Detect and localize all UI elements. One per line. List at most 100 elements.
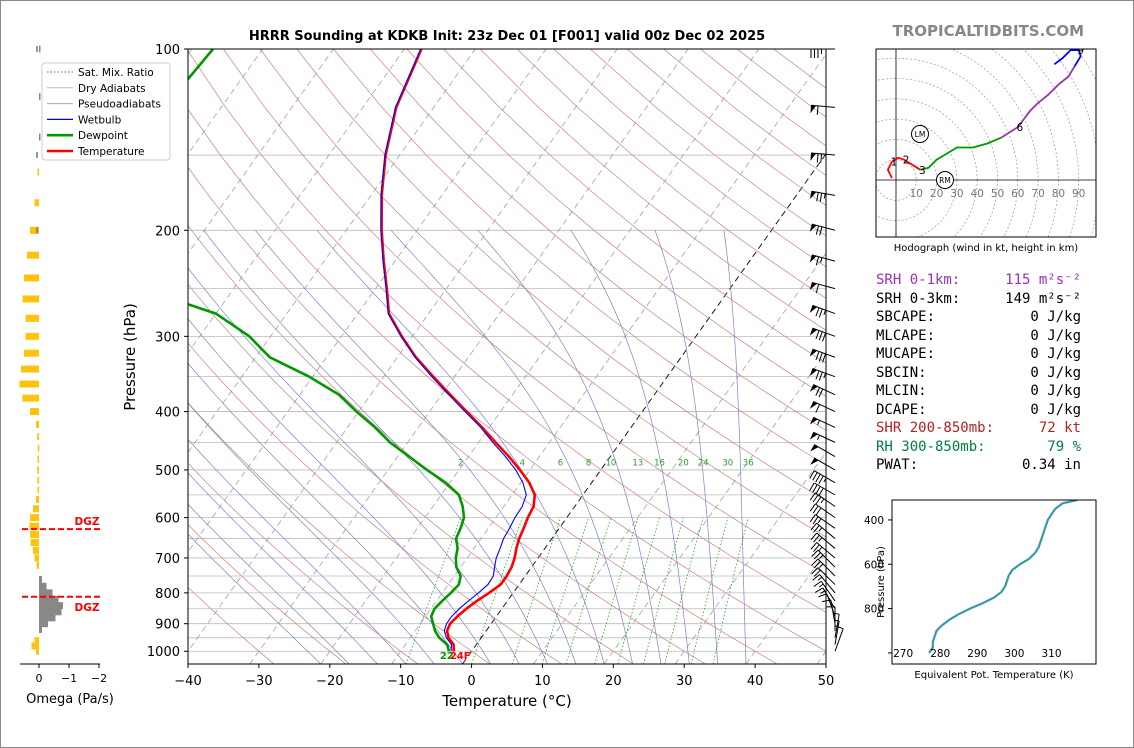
wind-barb [818,593,836,617]
moist-adiabat [255,230,577,664]
wind-barb [821,599,836,624]
stat-value: 0 J/kg [1030,327,1081,344]
barb-flag [809,305,818,313]
barb-full [811,549,819,557]
barb-staff [812,304,836,315]
x-tick-label: 20 [605,674,622,689]
legend-label: Dry Adiabats [78,83,146,95]
legend-label: Dewpoint [78,130,128,142]
barb-full [816,153,819,163]
omega-bar [37,168,39,176]
watermark: TROPICALTIDBITS.COM [892,22,1085,40]
wind-barb [811,558,836,577]
barb-half [820,590,825,594]
surface-dewpoint-label: 22 [440,651,454,662]
legend-box [41,62,171,161]
barb-half [823,373,827,379]
wind-barb [809,482,836,497]
surface-temp-label: 24F [450,651,471,662]
wind-barb [834,619,840,645]
x-tick-label: 0 [467,674,475,689]
barb-full [809,514,816,523]
barb-flag [809,417,818,425]
moist-adiabat [390,230,633,664]
moist-adiabat [188,438,407,664]
barb-full [815,404,821,413]
omega-bar [24,349,39,357]
dgz-label: DGZ [75,516,100,528]
barb-full [834,625,844,630]
x-tick-label: −30 [245,674,272,689]
barb-full [812,516,819,525]
wind-barb [811,567,836,585]
barb-flag [809,368,818,376]
barb-half [823,309,827,316]
barb-full [810,522,817,531]
barb-staff [830,599,836,624]
omega-bar [36,496,39,504]
mixing-ratio-label: 36 [743,459,754,469]
barb-flag [809,328,818,336]
skew-plot-area: 2 4 6 8 10 13 16 20 24 30 36 [188,49,826,664]
mixing-ratio-label: 6 [558,459,563,469]
wind-barb [809,190,836,202]
omega-bar [36,647,39,655]
legend: Sat. Mix. Ratio Dry Adiabats Pseudoadiabat… [41,62,171,161]
storm-motion-marker [936,171,954,189]
barb-staff [813,482,836,496]
hodo-ring-label: 20 [930,188,943,200]
barb-full [822,332,827,342]
stat-value: 0 J/kg [1030,401,1081,418]
stat-label: SBCAPE: [876,309,936,325]
omega-bar [37,476,39,484]
barb-full [813,552,821,560]
moist-adiabat [188,362,463,664]
barb-full [810,532,817,541]
barb-half [834,619,840,622]
te-y-tick-label: 400 [864,515,884,527]
profile-temperature [380,49,537,652]
y-tick-label: 900 [155,618,180,633]
mixing-ratio-line [643,517,684,664]
omega-bar [39,625,42,633]
omega-bar [39,602,63,610]
te-x-axis-label: Equivalent Pot. Temperature (K) [914,670,1073,681]
hodo-caption: Hodograph (wind in kt, height in km) [894,243,1079,254]
hodo-segment [920,136,1002,171]
barb-staff [812,327,836,337]
y-tick-label: 200 [155,224,180,239]
barb-half [823,477,827,483]
wind-barb [809,367,836,381]
barb-full [816,192,819,202]
barb-half [819,554,824,559]
y-tick-label: 400 [155,406,180,421]
y-axis-label: Pressure (hPa) [121,303,139,411]
isotherm [320,49,760,664]
omega-bar [37,486,39,494]
stat-value: 0 J/kg [1030,309,1081,325]
omega-bar [39,93,41,101]
omega-bar [30,531,39,539]
barb-full [815,387,821,396]
moist-adiabat [723,230,747,664]
barb-full [814,587,824,593]
omega-bar [29,522,39,530]
moist-adiabat [188,533,321,664]
x-tick-label: 10 [534,674,551,689]
stat-value: 149 m²s⁻² [1005,290,1081,307]
omega-tick-label: 0 [36,672,43,685]
dry-adiabat [443,49,826,364]
wind-barb [809,431,836,443]
omega-bar [31,642,39,650]
hodo-height-label: 3 [919,165,926,177]
barb-flag [810,152,817,161]
hodo-segment [1053,49,1082,67]
te-x-tick-label: 300 [1004,648,1024,660]
barb-full [809,482,815,491]
barb-full [818,371,823,381]
omega-bar [24,274,39,282]
stat-value: 0 J/kg [1030,364,1081,381]
stat-label: MUCAPE: [876,346,936,362]
barb-full [812,574,820,581]
dry-adiabat [333,49,826,466]
